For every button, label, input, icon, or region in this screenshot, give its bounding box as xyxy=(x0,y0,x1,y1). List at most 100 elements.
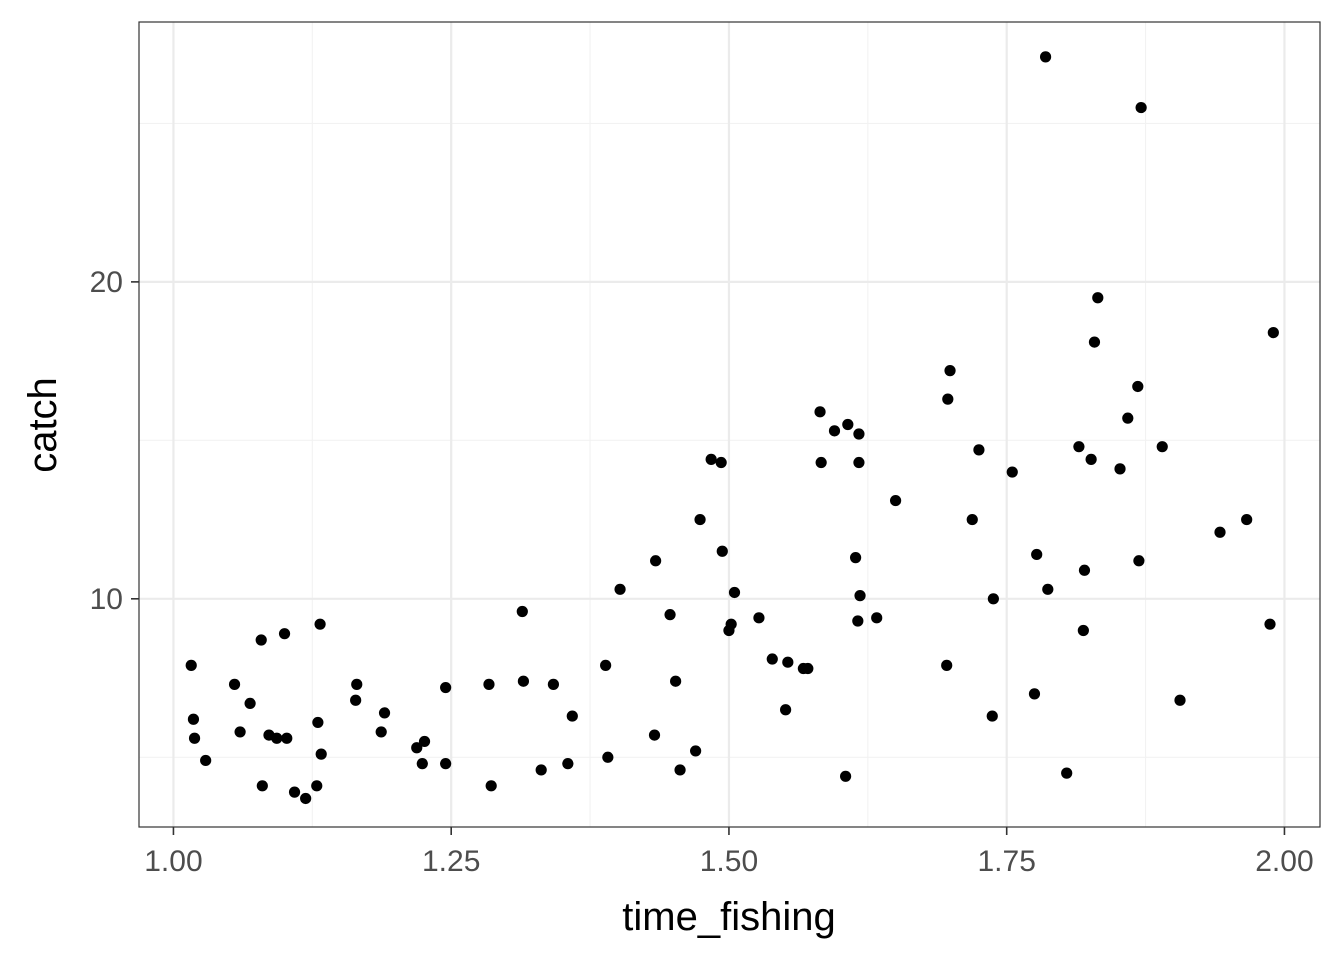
data-point xyxy=(1088,336,1101,348)
data-point xyxy=(440,681,452,694)
data-point xyxy=(187,713,200,725)
data-point xyxy=(600,659,612,671)
data-point xyxy=(535,764,547,776)
data-point xyxy=(715,456,727,469)
y-tick-label: 20 xyxy=(90,266,123,299)
data-point xyxy=(840,770,852,782)
data-point xyxy=(1114,463,1126,475)
data-point xyxy=(1092,292,1104,304)
data-point xyxy=(973,444,985,456)
data-point xyxy=(566,710,578,722)
data-point xyxy=(854,590,866,602)
data-point xyxy=(728,586,741,599)
data-point xyxy=(1042,583,1054,595)
data-point xyxy=(648,729,661,741)
data-point xyxy=(853,456,865,469)
data-point xyxy=(418,735,431,748)
data-point xyxy=(1214,526,1226,538)
data-point xyxy=(188,732,201,744)
data-point xyxy=(1028,688,1041,700)
data-point xyxy=(271,732,283,744)
data-point xyxy=(483,678,495,690)
x-tick-label: 1.50 xyxy=(700,845,758,878)
data-point xyxy=(852,615,864,627)
data-point xyxy=(350,694,362,706)
x-tick-label: 1.00 xyxy=(144,845,202,878)
data-point xyxy=(716,545,728,557)
data-point xyxy=(1267,326,1279,339)
data-point xyxy=(650,555,662,567)
data-point xyxy=(849,552,862,564)
y-axis-title: catch xyxy=(21,377,65,473)
data-point xyxy=(1174,694,1186,706)
data-point xyxy=(351,678,363,690)
data-point xyxy=(375,726,387,738)
data-point xyxy=(1031,548,1043,561)
data-point xyxy=(1132,380,1144,393)
data-point xyxy=(1135,101,1147,114)
data-point xyxy=(440,758,452,770)
data-point xyxy=(314,618,326,630)
data-point xyxy=(255,634,267,646)
data-point xyxy=(690,745,702,757)
x-tick-label: 1.25 xyxy=(422,845,480,878)
data-point xyxy=(234,726,246,738)
data-point xyxy=(256,780,268,792)
data-point xyxy=(602,751,614,763)
data-point xyxy=(944,365,956,377)
data-point xyxy=(416,758,428,770)
data-point xyxy=(281,732,293,744)
data-point xyxy=(562,758,574,770)
data-point xyxy=(986,710,998,722)
data-point xyxy=(664,609,676,621)
x-tick-label: 2.00 xyxy=(1255,845,1313,878)
data-point xyxy=(670,675,682,687)
data-point xyxy=(705,453,717,465)
data-point xyxy=(814,406,826,418)
data-point xyxy=(378,707,391,719)
data-point xyxy=(547,678,560,690)
axis-ticks xyxy=(131,281,1286,835)
data-point xyxy=(828,425,841,437)
major-gridlines xyxy=(139,22,1320,827)
data-point xyxy=(941,659,953,671)
data-point xyxy=(871,612,883,624)
axis-tick-labels: 1.00 1.25 1.50 1.75 2.00 10 20 xyxy=(90,266,1314,878)
data-point xyxy=(1241,513,1253,526)
data-point xyxy=(485,780,497,792)
data-point xyxy=(942,393,954,405)
data-point xyxy=(411,742,423,754)
data-point xyxy=(1078,564,1091,576)
data-points xyxy=(185,51,1279,805)
data-point xyxy=(516,605,528,618)
data-point xyxy=(1085,453,1097,465)
data-point xyxy=(517,675,530,687)
data-point xyxy=(674,764,686,776)
data-point xyxy=(1061,767,1073,779)
data-point xyxy=(228,678,241,690)
data-point xyxy=(782,656,794,668)
data-point xyxy=(311,780,323,792)
data-point xyxy=(1077,624,1089,637)
data-point xyxy=(278,628,291,640)
data-point xyxy=(842,418,854,431)
data-point xyxy=(1264,618,1276,630)
data-point xyxy=(1133,555,1145,567)
data-point xyxy=(1122,412,1134,424)
data-point xyxy=(244,697,256,709)
data-point xyxy=(1156,441,1168,453)
y-tick-label: 10 xyxy=(90,583,123,616)
data-point xyxy=(300,792,312,805)
data-point xyxy=(889,494,902,507)
data-point xyxy=(815,456,827,469)
data-point xyxy=(966,513,978,526)
data-point xyxy=(853,428,865,440)
data-point xyxy=(1039,51,1052,63)
data-point xyxy=(1006,466,1018,478)
data-point xyxy=(802,662,814,675)
data-point xyxy=(987,593,999,605)
data-point xyxy=(185,659,197,671)
data-point xyxy=(780,704,792,716)
